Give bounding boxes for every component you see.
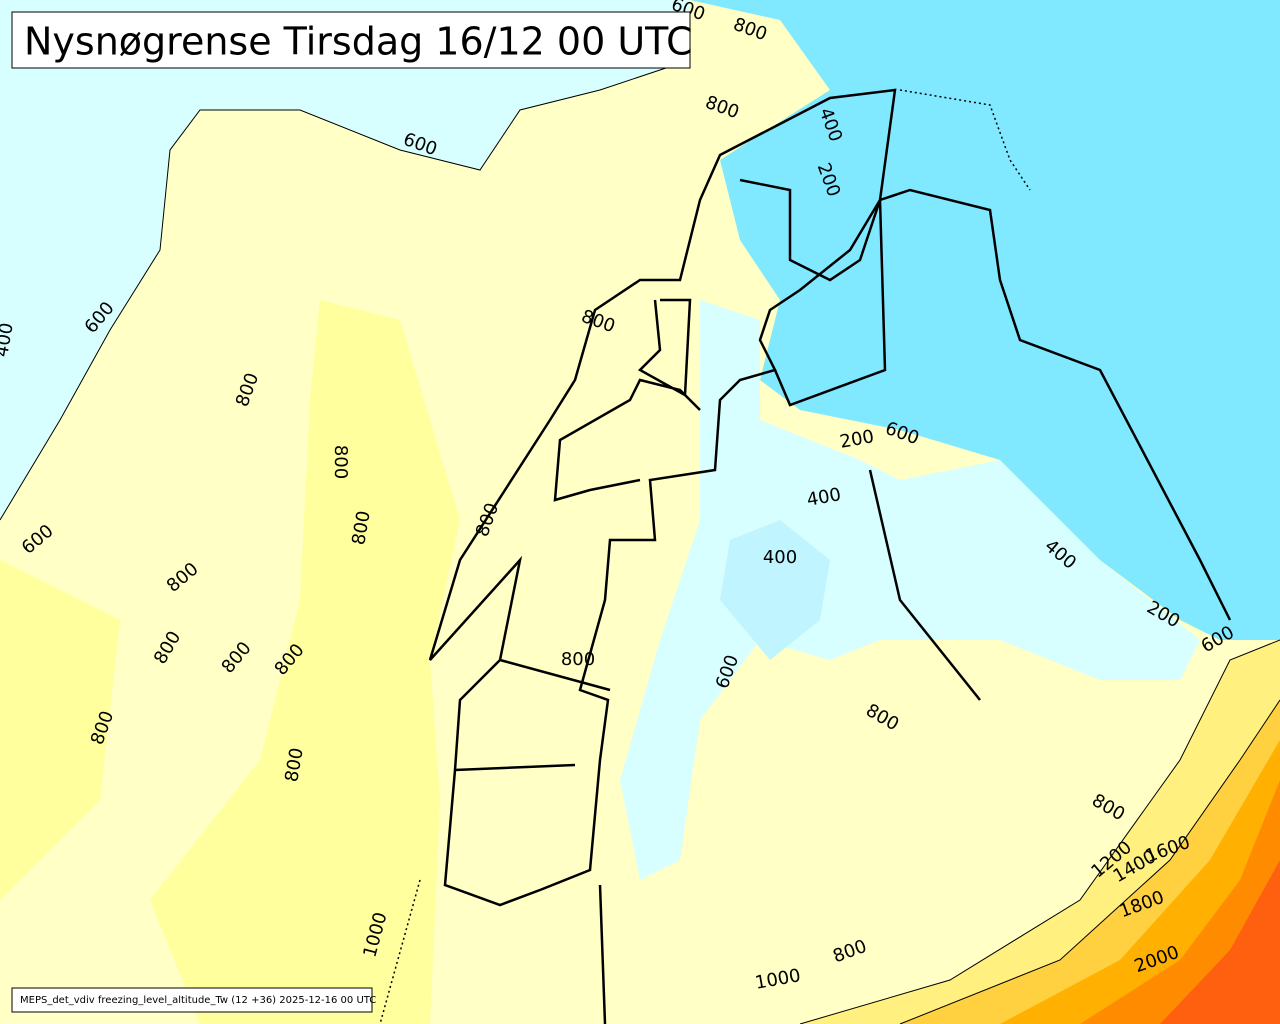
sea-light	[0, 0, 690, 520]
footer-box	[11, 987, 373, 1013]
contour-label: 800	[561, 649, 595, 670]
contour	[799, 639, 1280, 1024]
contour	[899, 699, 1280, 1024]
sea-light	[620, 300, 1200, 880]
contour-label: 800	[330, 445, 351, 479]
title: Nysnøgrense Tirsdag 16/12 00 UTC	[24, 20, 693, 64]
land-warm	[150, 300, 460, 1024]
footer: MEPS_det_vdiv freezing_level_altitude_Tw…	[20, 995, 376, 1006]
title-box	[11, 11, 691, 69]
contour	[0, 59, 691, 521]
warm-band	[1160, 860, 1280, 1024]
contour-label: 400	[763, 547, 797, 568]
region-border	[428, 88, 897, 907]
region-border	[454, 178, 1232, 1024]
land-warm	[0, 560, 120, 900]
contour-label: 400	[0, 321, 18, 358]
cold-area	[720, 520, 830, 660]
sea-cold	[690, 0, 1280, 640]
border-dotted	[899, 89, 1031, 191]
